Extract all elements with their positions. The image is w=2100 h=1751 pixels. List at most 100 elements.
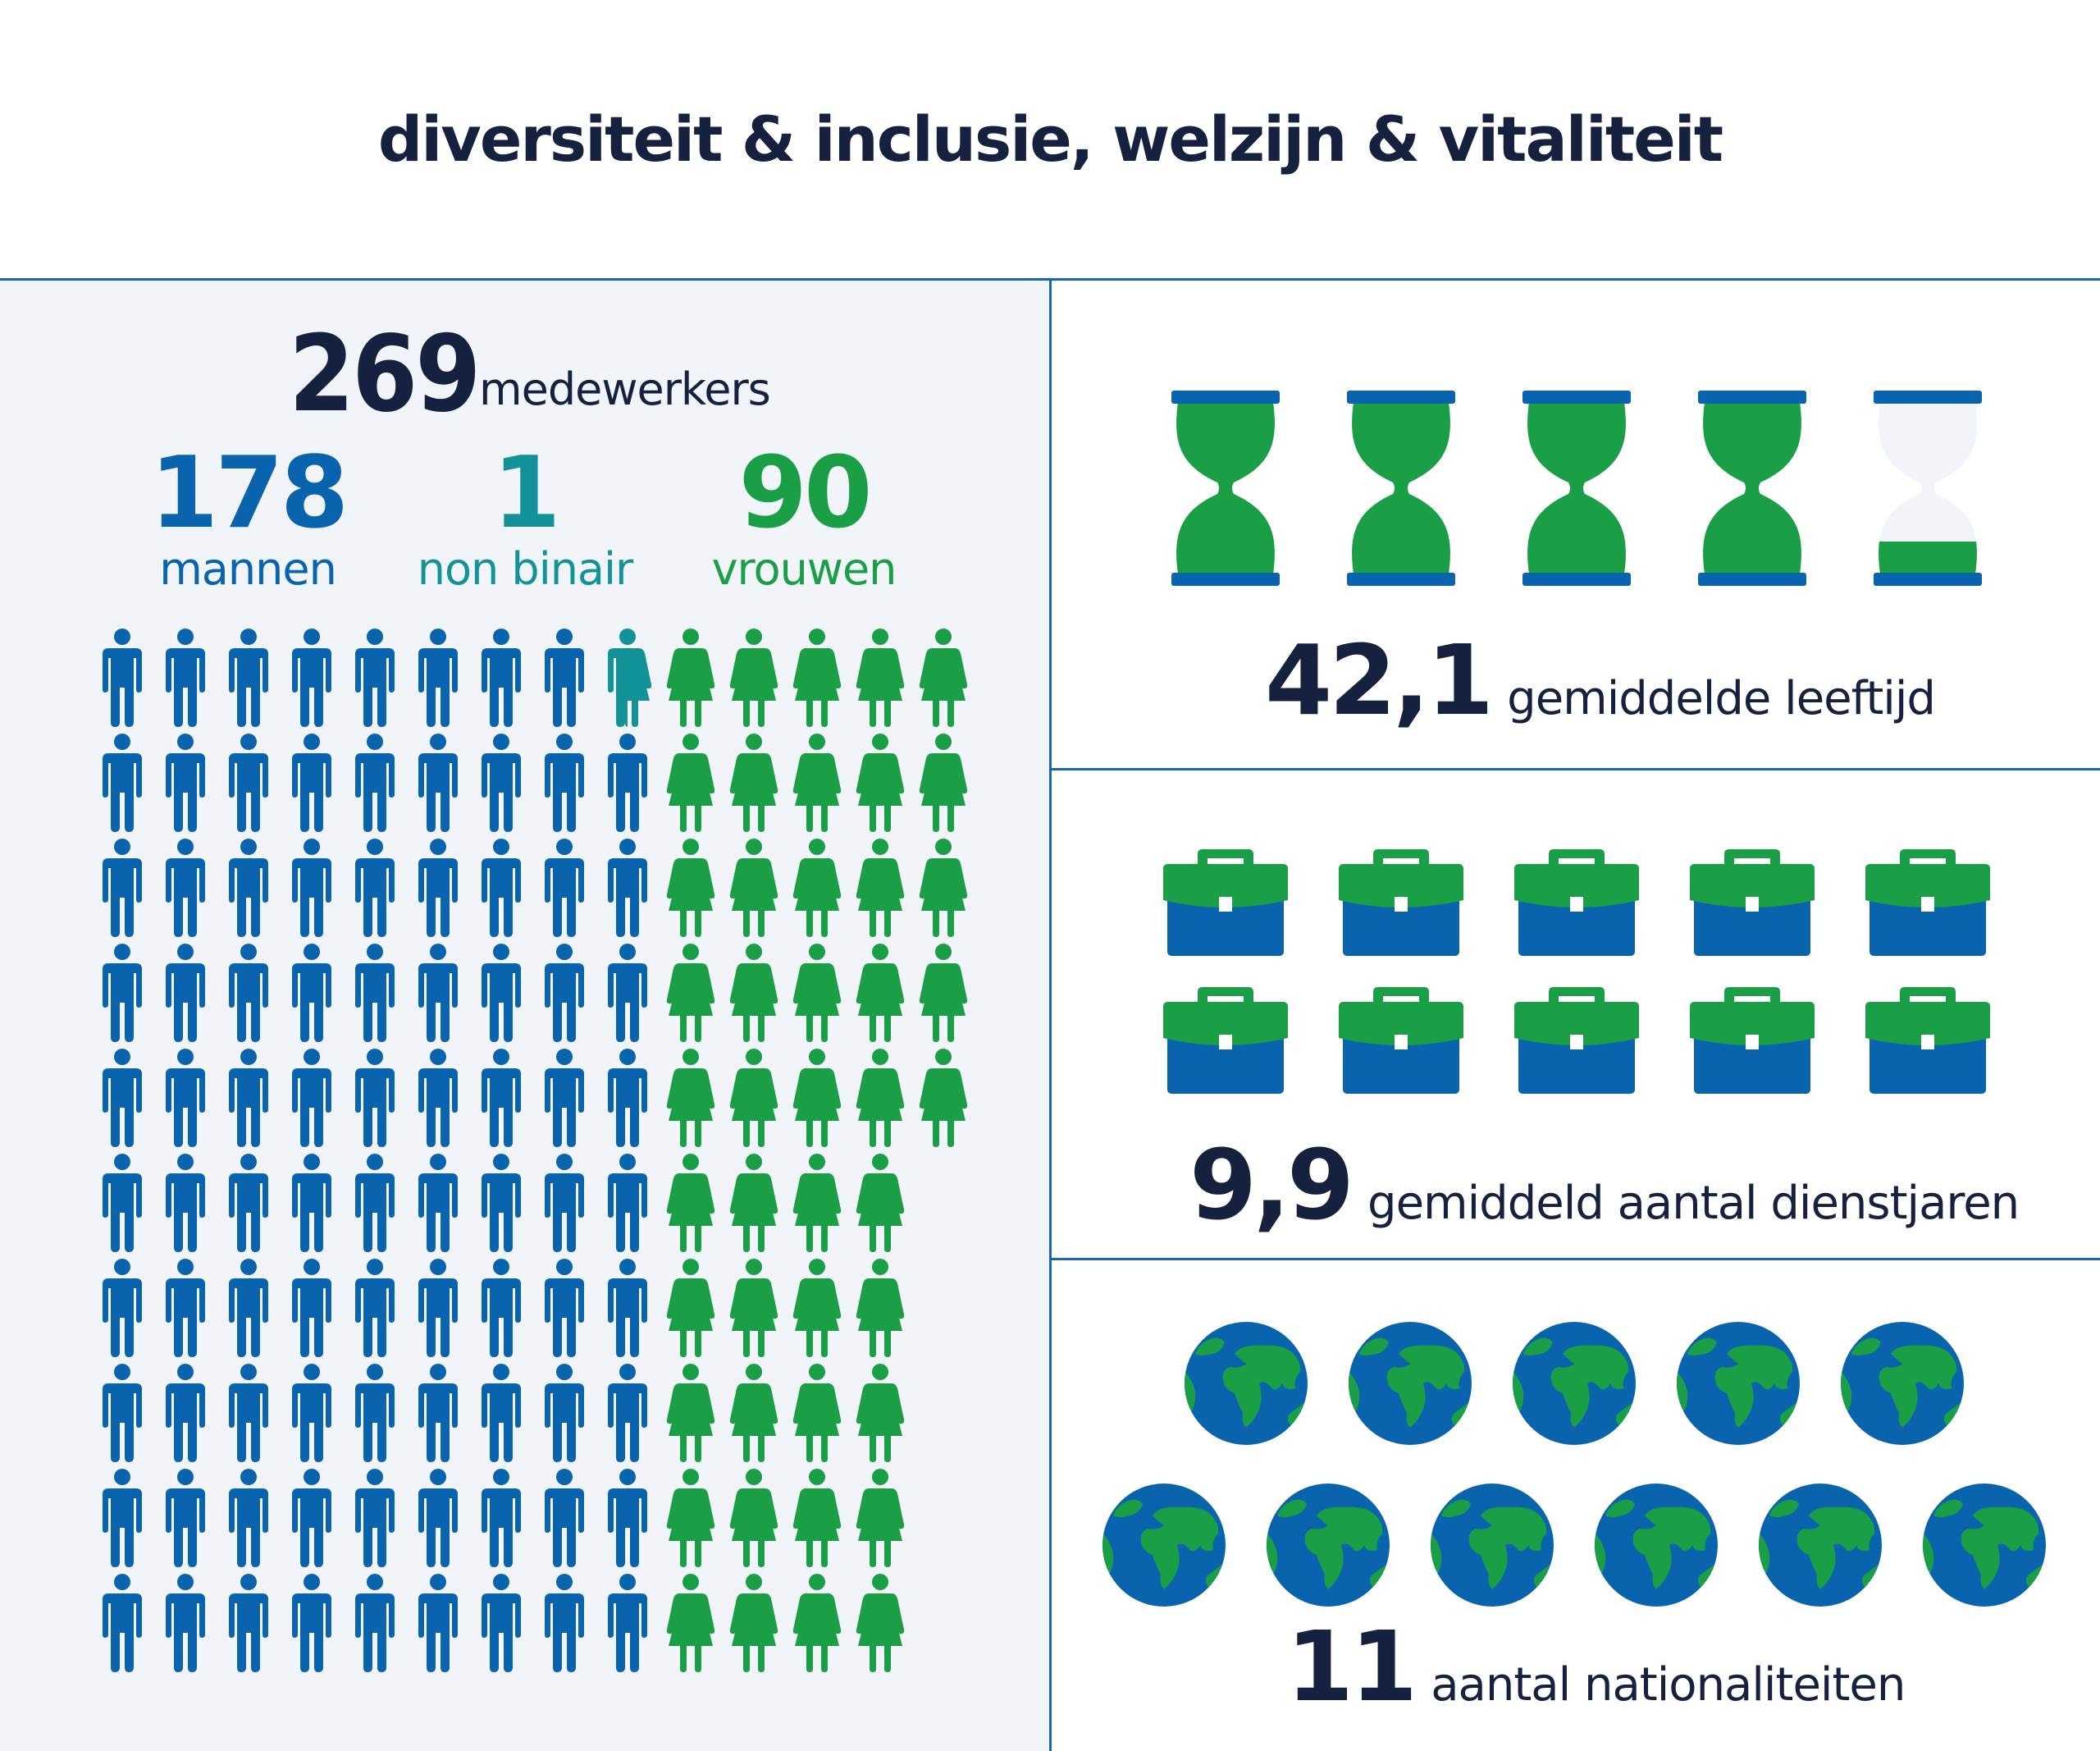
man-icon — [223, 1574, 274, 1672]
man-icon — [349, 1469, 400, 1567]
men-count: 178 — [149, 437, 349, 551]
man-icon — [160, 1154, 211, 1252]
man-icon — [286, 944, 337, 1042]
man-icon — [349, 629, 400, 727]
man-icon — [413, 1154, 463, 1252]
globe-icon — [1922, 1483, 2047, 1607]
man-icon — [223, 1154, 274, 1252]
woman-icon — [792, 839, 842, 937]
man-icon — [223, 1259, 274, 1357]
woman-icon — [665, 1154, 716, 1252]
briefcase-icon — [1339, 985, 1463, 1094]
woman-icon — [665, 1259, 716, 1357]
woman-icon — [728, 839, 779, 937]
woman-icon — [918, 1049, 969, 1147]
briefcase-icon — [1163, 848, 1288, 956]
nonbinary-stat: 1 non binair — [394, 443, 656, 594]
man-icon — [97, 1364, 148, 1462]
service-years-label: gemiddeld aantal dienstjaren — [1367, 1177, 2020, 1230]
man-icon — [97, 1154, 148, 1252]
globe-icon — [1512, 1321, 1637, 1446]
woman-icon — [665, 1469, 716, 1567]
woman-icon — [665, 839, 716, 937]
man-icon — [160, 944, 211, 1042]
man-icon — [476, 1049, 527, 1147]
man-icon — [476, 1364, 527, 1462]
man-icon — [413, 1574, 463, 1672]
man-icon — [97, 629, 148, 727]
man-icon — [223, 944, 274, 1042]
woman-icon — [665, 734, 716, 832]
total-employees: 269 medewerkers — [0, 313, 1050, 436]
hourglass-icon — [1874, 391, 1982, 586]
globe-icon — [1348, 1321, 1472, 1446]
man-icon — [349, 1364, 400, 1462]
man-icon — [476, 1574, 527, 1672]
woman-icon — [728, 629, 779, 727]
man-icon — [286, 1154, 337, 1252]
man-icon — [476, 1259, 527, 1357]
globe-icon — [1840, 1321, 1965, 1446]
man-icon — [602, 839, 653, 937]
woman-icon — [918, 839, 969, 937]
briefcase-icon — [1514, 985, 1639, 1094]
nationalities-label: aantal nationaliteiten — [1431, 1658, 1906, 1712]
woman-icon — [792, 734, 842, 832]
woman-icon — [918, 734, 969, 832]
woman-icon — [792, 629, 842, 727]
woman-icon — [855, 1574, 906, 1672]
woman-icon — [855, 1469, 906, 1567]
man-icon — [413, 734, 463, 832]
man-icon — [349, 839, 400, 937]
hourglass-icon — [1171, 391, 1280, 586]
age-divider — [1049, 768, 2100, 770]
woman-icon — [665, 1364, 716, 1462]
briefcase-icon — [1865, 985, 1990, 1094]
woman-icon — [855, 1259, 906, 1357]
globe-icon — [1758, 1483, 1883, 1607]
man-icon — [349, 1049, 400, 1147]
total-employees-value: 269 — [289, 313, 481, 436]
man-icon — [602, 1259, 653, 1357]
man-icon — [476, 1154, 527, 1252]
man-icon — [539, 839, 590, 937]
woman-icon — [855, 1364, 906, 1462]
man-icon — [223, 1049, 274, 1147]
man-icon — [286, 1049, 337, 1147]
average-age-value: 42,1 — [1265, 624, 1494, 737]
globe-icon — [1676, 1321, 1801, 1446]
man-icon — [286, 1364, 337, 1462]
woman-icon — [792, 944, 842, 1042]
man-icon — [539, 1049, 590, 1147]
woman-icon — [728, 1469, 779, 1567]
man-icon — [286, 1574, 337, 1672]
average-age-stat: 42,1 gemiddelde leeftijd — [1265, 624, 1936, 737]
woman-icon — [855, 629, 906, 727]
man-icon — [539, 629, 590, 727]
man-icon — [539, 1154, 590, 1252]
average-age-label: gemiddelde leeftijd — [1507, 672, 1936, 725]
man-icon — [539, 1574, 590, 1672]
woman-icon — [665, 944, 716, 1042]
man-icon — [97, 1574, 148, 1672]
man-icon — [286, 1259, 337, 1357]
man-icon — [476, 629, 527, 727]
globe-icon — [1184, 1321, 1308, 1446]
woman-icon — [728, 1574, 779, 1672]
man-icon — [160, 1469, 211, 1567]
man-icon — [476, 1469, 527, 1567]
woman-icon — [665, 1049, 716, 1147]
nonbinary-count: 1 — [492, 437, 561, 551]
man-icon — [349, 1574, 400, 1672]
man-icon — [476, 734, 527, 832]
woman-icon — [728, 1049, 779, 1147]
man-icon — [160, 629, 211, 727]
briefcase-icon — [1865, 848, 1990, 956]
briefcase-icon — [1690, 985, 1815, 1094]
men-stat: 178 mannen — [116, 443, 379, 594]
man-icon — [539, 1259, 590, 1357]
man-icon — [476, 944, 527, 1042]
man-icon — [539, 1469, 590, 1567]
column-divider — [1049, 278, 1052, 1751]
man-icon — [97, 1259, 148, 1357]
